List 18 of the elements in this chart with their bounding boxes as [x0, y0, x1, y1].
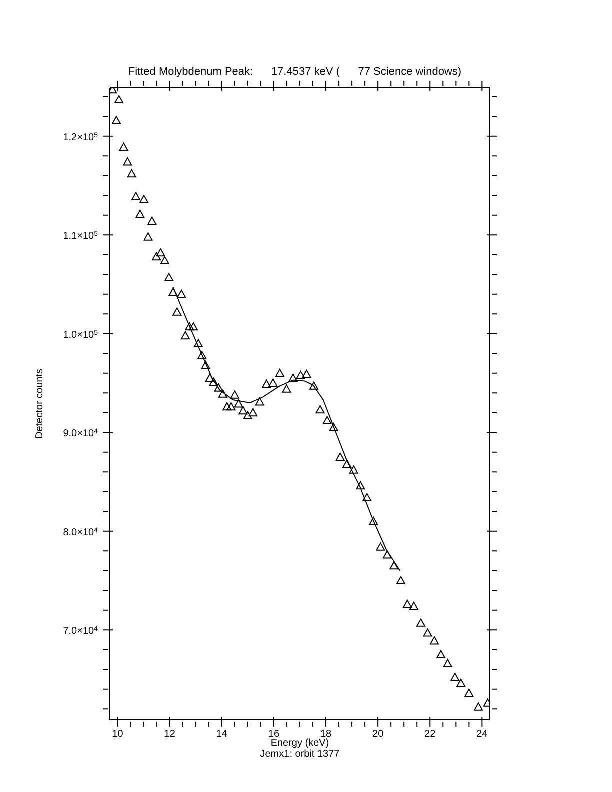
y-tick-label: 1.2×10$^{5}$ — [63, 132, 98, 144]
x-tick-label: 14 — [216, 729, 228, 740]
x-tick-label: 12 — [164, 729, 176, 740]
x-tick-label: 18 — [320, 729, 332, 740]
y-tick-label: 9.0×10$^{4}$ — [63, 428, 98, 440]
x-tick-label: 20 — [372, 729, 384, 740]
x-tick-label: 24 — [476, 729, 488, 740]
x-tick-label: 22 — [424, 729, 436, 740]
y-tick-label: 1.0×10$^{5}$ — [63, 329, 98, 341]
y-tick-label: 1.1×10$^{5}$ — [63, 230, 98, 242]
x-tick-label: 16 — [268, 729, 280, 740]
text: Jemx1: orbit 1377 — [259, 749, 341, 760]
y-tick-label: 8.0×10$^{4}$ — [63, 526, 98, 538]
x-tick-label: 10 — [112, 729, 124, 740]
y-axis-title: Detector counts — [34, 368, 46, 440]
chart-title: Fitted Molybdenum Peak: 17.4537 keV ( 77 Science windows) — [127, 66, 463, 78]
x-axis-title: Energy (keV) — [270, 738, 330, 749]
y-tick-label: 7.0×10$^{4}$ — [63, 626, 98, 638]
